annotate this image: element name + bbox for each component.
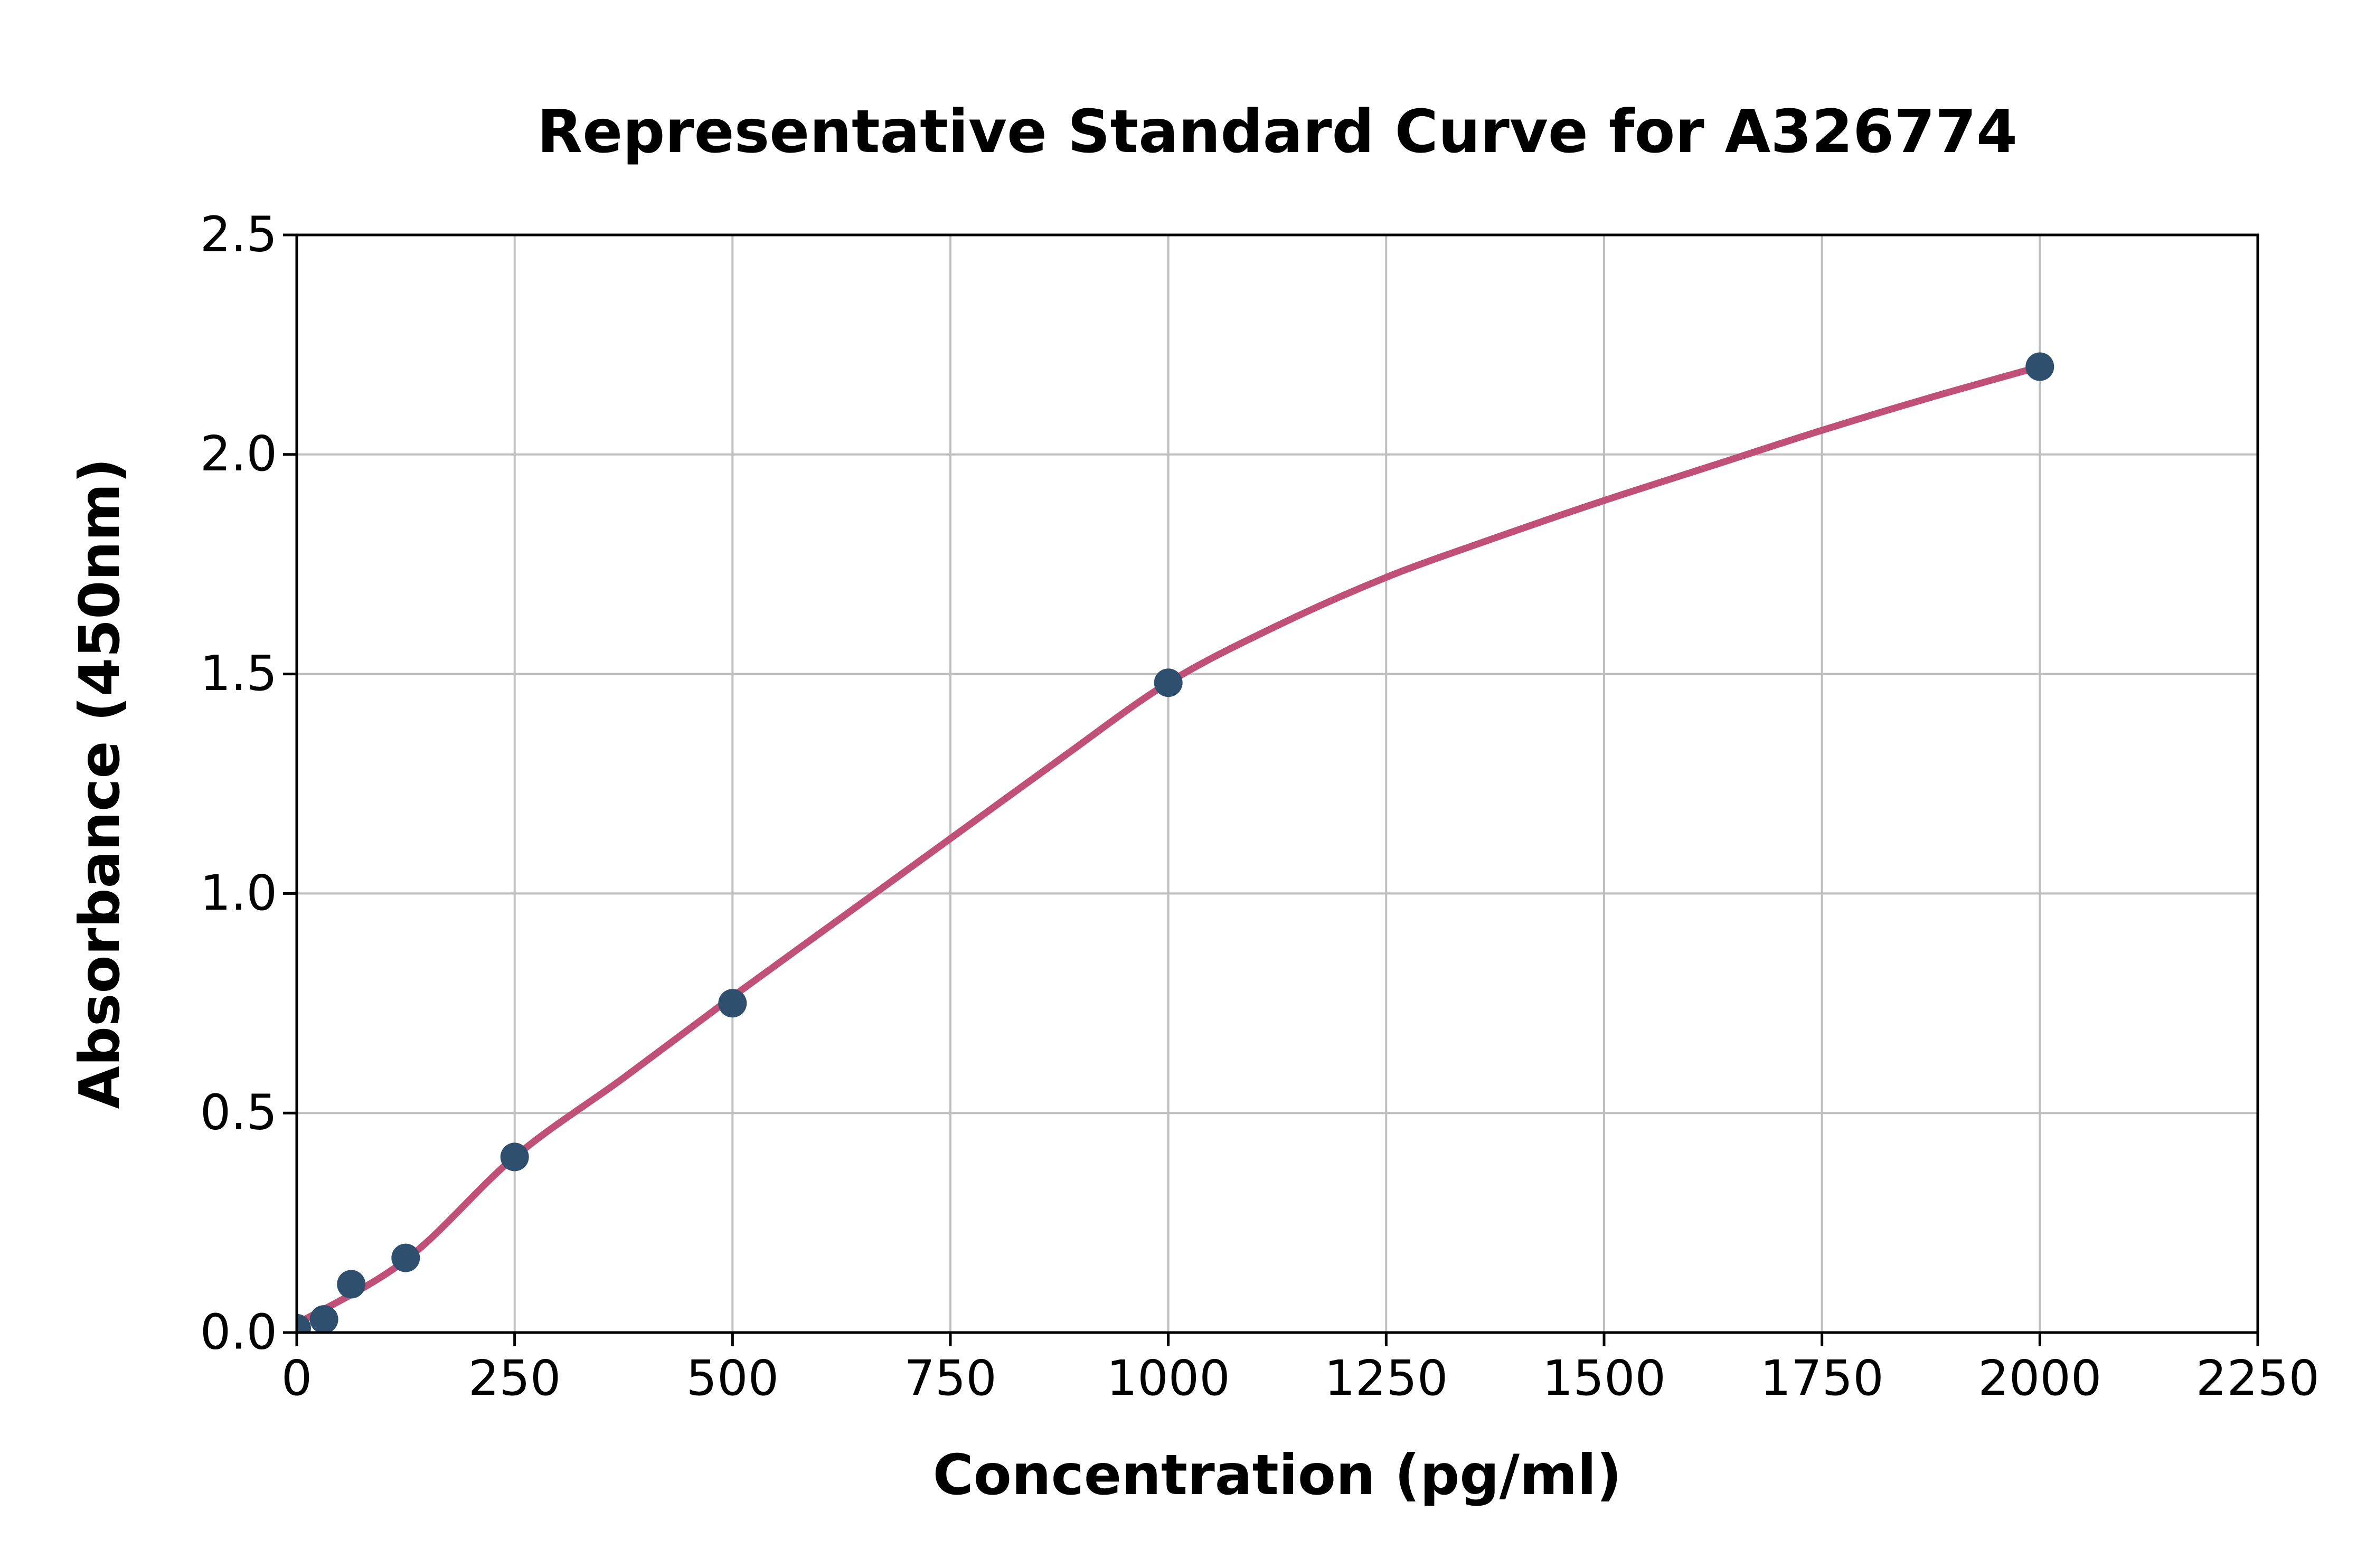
- data-point: [1154, 668, 1183, 697]
- x-tick-label: 1500: [1542, 1350, 1666, 1406]
- data-point: [309, 1305, 338, 1333]
- data-point: [297, 1314, 311, 1333]
- tick-marks: [283, 233, 2259, 1346]
- x-tick-label: 250: [468, 1350, 561, 1406]
- y-tick-label: 1.0: [200, 865, 277, 921]
- fit-curve: [297, 363, 2043, 1327]
- data-point: [391, 1243, 420, 1272]
- data-point: [718, 989, 747, 1018]
- chart-title: Representative Standard Curve for A32677…: [537, 98, 2017, 166]
- x-tick-label: 2000: [1978, 1350, 2101, 1406]
- plot-frame: [295, 233, 2259, 1334]
- data-point: [2025, 352, 2054, 381]
- y-axis-label: Absorbance (450nm): [68, 458, 132, 1109]
- y-tick-label: 0.0: [200, 1303, 277, 1360]
- data-points: [297, 352, 2054, 1333]
- fit-curve-group: [297, 363, 2043, 1327]
- x-tick-label: 2250: [2196, 1350, 2320, 1406]
- y-tick-label: 2.0: [200, 426, 277, 482]
- data-point: [337, 1270, 366, 1299]
- x-tick-label: 1750: [1760, 1350, 1884, 1406]
- y-tick-labels: 0.0 0.5 1.0 1.5 2.0 2.5: [200, 206, 277, 1360]
- y-tick-label: 2.5: [200, 206, 277, 262]
- x-tick-label: 1000: [1107, 1350, 1230, 1406]
- data-point: [500, 1142, 529, 1172]
- x-tick-label: 750: [904, 1350, 997, 1406]
- x-tick-label: 0: [281, 1350, 313, 1406]
- x-tick-label: 500: [686, 1350, 779, 1406]
- x-tick-label: 1250: [1324, 1350, 1448, 1406]
- x-tick-labels: 0 250 500 750 1000 1250 1500 1750 2000 2250: [281, 1350, 2320, 1406]
- y-tick-label: 0.5: [200, 1084, 277, 1141]
- plot-area: [297, 235, 2258, 1333]
- x-axis-label: Concentration (pg/ml): [933, 1443, 1622, 1507]
- y-tick-label: 1.5: [200, 645, 277, 702]
